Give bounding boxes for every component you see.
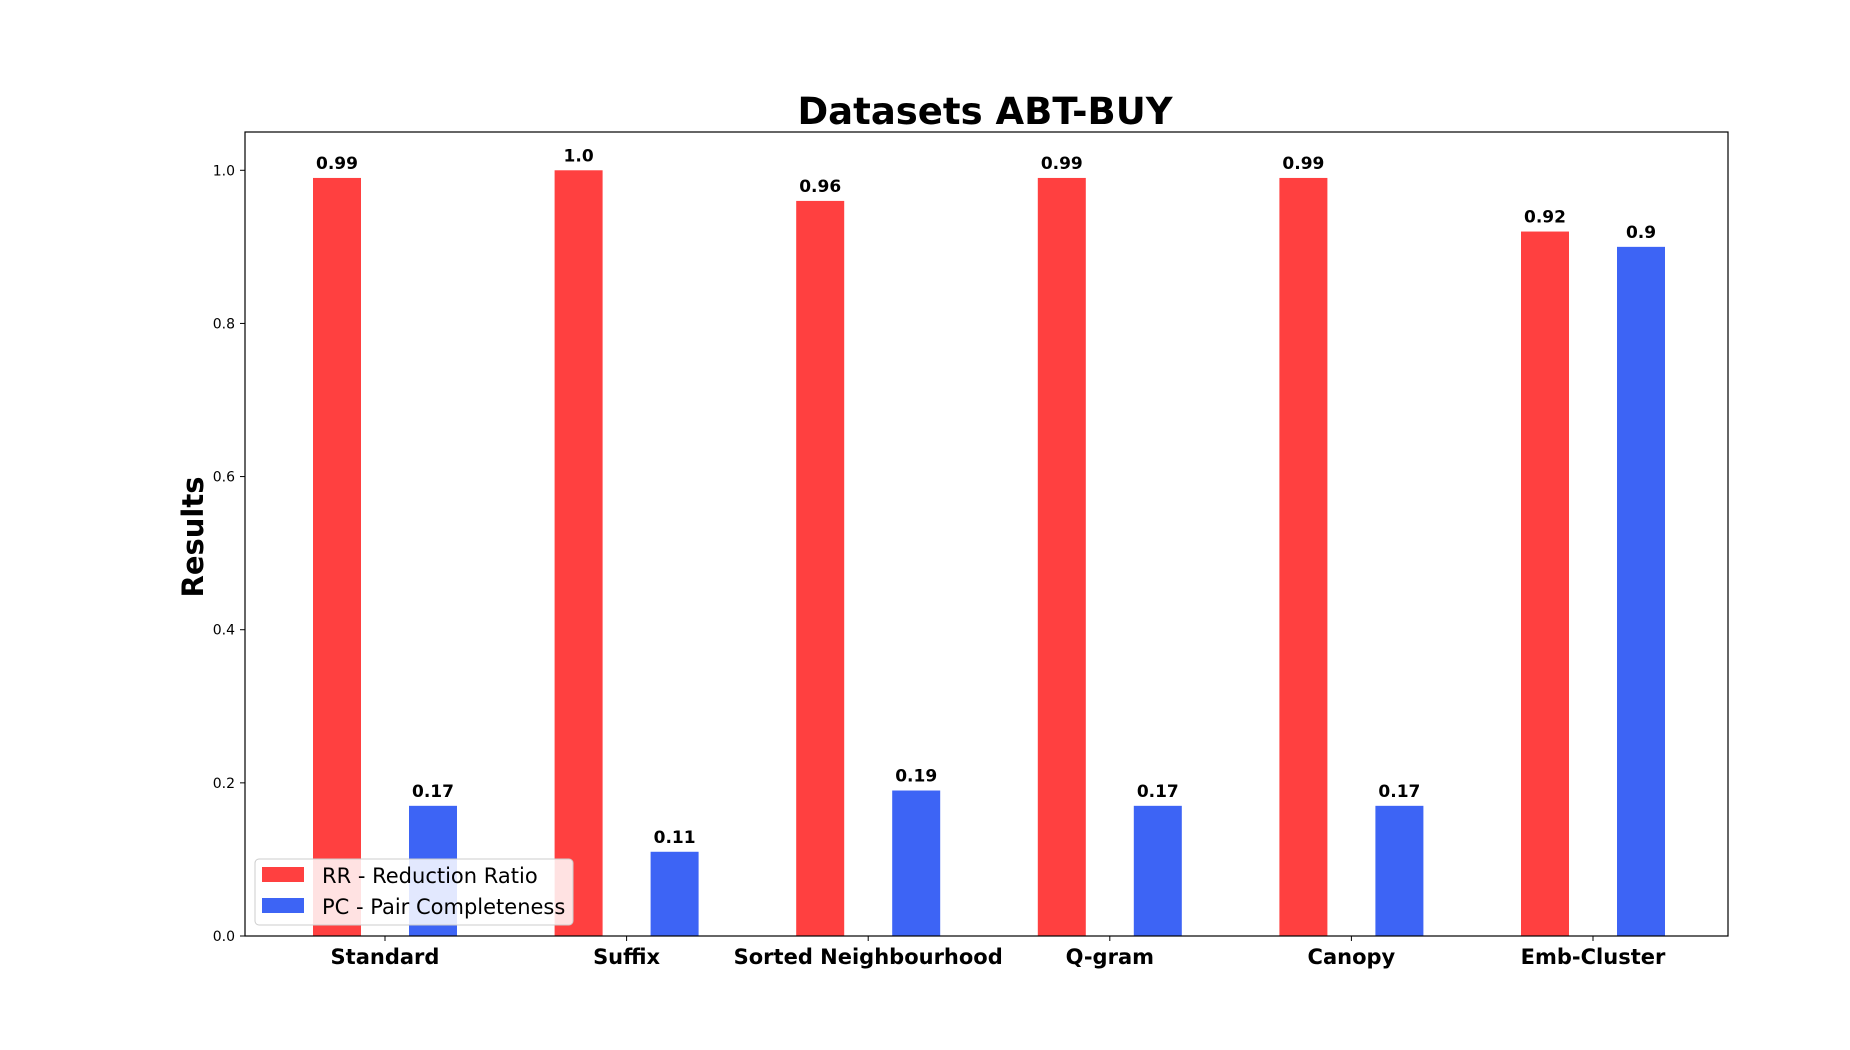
x-tick-label: Suffix [593,945,660,969]
bar-rr [796,200,845,936]
bar-rr [1037,177,1086,936]
legend-swatch-rr [262,867,304,882]
x-tick-label: Sorted Neighbourhood [734,945,1003,969]
data-label-pc: 0.9 [1626,223,1656,243]
y-tick-label: 0.4 [213,623,235,639]
legend-label-pc: PC - Pair Completeness [322,895,565,919]
y-tick-label: 0.8 [213,316,235,332]
data-label-rr: 0.92 [1524,208,1566,228]
bar-rr [554,170,603,937]
x-axis: Standard Suffix Sorted Neighbourhood Q-gram… [331,936,1666,969]
legend-label-rr: RR - Reduction Ratio [322,864,538,888]
y-tick-label: 0.2 [213,776,235,792]
bars-layer [313,170,1665,937]
data-label-rr: 0.99 [1041,154,1083,174]
bar-pc [1617,246,1665,936]
y-tick-label: 0.6 [213,470,235,486]
y-tick-label: 0.0 [213,929,235,945]
bar-pc [1375,805,1424,936]
bar-rr [313,177,361,936]
bar-pc [892,790,941,936]
data-labels-layer: 0.99 0.17 1.0 0.11 0.96 0.19 0.99 0.17 0.99 0.17 0… [316,146,1656,847]
x-tick-label: Emb-Cluster [1521,945,1666,969]
bar-pc [650,851,699,936]
data-label-pc: 0.17 [412,782,454,802]
data-label-pc: 0.17 [1137,782,1179,802]
x-tick-label: Q-gram [1066,945,1154,969]
legend-box [254,858,574,926]
data-label-pc: 0.19 [895,767,937,787]
data-label-rr: 1.0 [564,146,594,166]
plot-frame [244,131,1729,937]
x-tick-label: Canopy [1308,945,1396,969]
data-label-rr: 0.96 [799,177,841,197]
chart-title: Datasets ABT-BUY [797,90,1173,133]
data-label-pc: 0.17 [1378,782,1420,802]
data-label-rr: 0.99 [1282,154,1324,174]
legend-swatch-pc [262,898,304,913]
legend: RR - Reduction Ratio PC - Pair Completen… [254,858,574,926]
data-label-pc: 0.11 [654,828,696,848]
y-tick-label: 1.0 [213,163,235,179]
y-axis: 0.0 0.2 0.4 0.6 0.8 1.0 [213,163,245,945]
bar-rr [1521,231,1569,937]
y-axis-label: Results [176,477,210,598]
plot-area [245,132,1728,936]
bar-pc [1133,805,1182,936]
bar-rr [1279,177,1328,936]
x-tick-label: Standard [331,945,440,969]
data-label-rr: 0.99 [316,154,358,174]
